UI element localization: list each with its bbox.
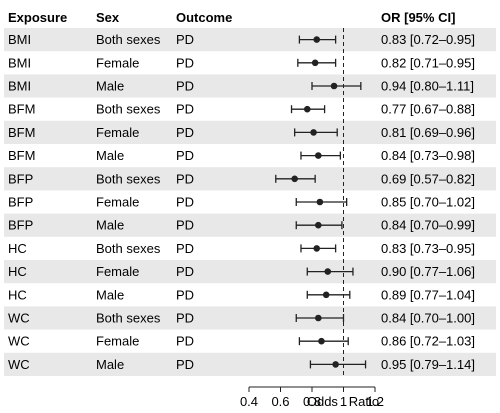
cell-or-ci: 0.83 [0.72–0.95] xyxy=(381,32,475,47)
point-estimate xyxy=(310,129,317,136)
cell-sex: Both sexes xyxy=(96,32,161,47)
cell-outcome: PD xyxy=(176,311,194,326)
cell-outcome: PD xyxy=(176,55,194,70)
header-or-ci: OR [95% CI] xyxy=(381,10,455,25)
cell-outcome: PD xyxy=(176,79,194,94)
point-estimate xyxy=(315,221,322,229)
header-exposure: Exposure xyxy=(8,10,67,25)
cell-exposure: WC xyxy=(8,311,30,326)
cell-outcome: PD xyxy=(176,195,194,210)
cell-sex: Male xyxy=(96,287,124,302)
cell-exposure: BFM xyxy=(8,148,35,163)
point-estimate xyxy=(330,82,338,90)
cell-outcome: PD xyxy=(176,102,194,117)
column-headers: Exposure Sex Outcome OR [95% CI] xyxy=(8,10,455,25)
cell-sex: Both sexes xyxy=(96,102,161,117)
cell-outcome: PD xyxy=(176,171,194,186)
cell-or-ci: 0.84 [0.70–1.00] xyxy=(381,311,475,326)
row-shading xyxy=(4,28,496,376)
cell-exposure: HC xyxy=(8,287,27,302)
row-shade xyxy=(4,213,496,237)
row-shade xyxy=(4,260,496,284)
cell-sex: Both sexes xyxy=(96,171,161,186)
cell-sex: Male xyxy=(96,218,124,233)
table-rows: BMI Both sexes PD 0.83 [0.72–0.95] BMI Female… xyxy=(8,32,475,372)
point-estimate xyxy=(315,152,322,159)
cell-exposure: WC xyxy=(8,334,30,349)
header-sex: Sex xyxy=(96,10,120,25)
cell-or-ci: 0.83 [0.73–0.95] xyxy=(381,241,475,256)
point-estimate xyxy=(313,36,321,43)
cell-sex: Both sexes xyxy=(96,311,161,326)
cell-outcome: PD xyxy=(176,357,194,372)
cell-outcome: PD xyxy=(176,287,194,302)
x-axis: 0.4 0.6 0.8 1 1.2 xyxy=(240,386,384,409)
cell-outcome: PD xyxy=(176,264,194,279)
point-estimate xyxy=(315,314,322,322)
cell-outcome: PD xyxy=(176,334,194,349)
cell-exposure: BFP xyxy=(8,171,33,186)
point-estimate xyxy=(318,337,325,345)
point-estimate xyxy=(332,361,339,368)
cell-sex: Female xyxy=(96,55,139,70)
cell-or-ci: 0.85 [0.70–1.02] xyxy=(381,195,475,210)
cell-sex: Male xyxy=(96,79,124,94)
row-shade xyxy=(4,167,496,191)
x-tick-label: 0.6 xyxy=(271,394,289,409)
point-estimate xyxy=(291,175,298,183)
cell-or-ci: 0.84 [0.70–0.99] xyxy=(381,218,475,233)
point-estimate xyxy=(316,198,324,206)
point-estimate xyxy=(311,59,319,67)
cell-sex: Both sexes xyxy=(96,241,161,256)
row-shade xyxy=(4,74,496,98)
cell-outcome: PD xyxy=(176,32,194,47)
row-shade xyxy=(4,306,496,330)
cell-exposure: HC xyxy=(8,264,27,279)
cell-exposure: BFM xyxy=(8,102,35,117)
header-outcome: Outcome xyxy=(176,10,232,25)
cell-sex: Female xyxy=(96,195,139,210)
cell-exposure: BFM xyxy=(8,125,35,140)
point-estimate xyxy=(303,105,311,113)
cell-outcome: PD xyxy=(176,125,194,140)
cell-sex: Male xyxy=(96,148,124,163)
cell-exposure: BFP xyxy=(8,218,33,233)
cell-sex: Female xyxy=(96,334,139,349)
cell-sex: Male xyxy=(96,357,124,372)
cell-or-ci: 0.90 [0.77–1.06] xyxy=(381,264,475,279)
cell-exposure: BMI xyxy=(8,79,31,94)
cell-outcome: PD xyxy=(176,241,194,256)
cell-exposure: BMI xyxy=(8,55,31,70)
cell-or-ci: 0.69 [0.57–0.82] xyxy=(381,171,475,186)
cell-exposure: HC xyxy=(8,241,27,256)
cell-exposure: BFP xyxy=(8,195,33,210)
estimate-marks xyxy=(275,35,367,369)
cell-or-ci: 0.86 [0.72–1.03] xyxy=(381,334,475,349)
x-tick-label: 0.4 xyxy=(240,394,258,409)
cell-sex: Female xyxy=(96,125,139,140)
row-shade xyxy=(4,120,496,144)
cell-or-ci: 0.89 [0.77–1.04] xyxy=(381,287,475,302)
cell-outcome: PD xyxy=(176,148,194,163)
cell-or-ci: 0.82 [0.71–0.95] xyxy=(381,55,475,70)
cell-or-ci: 0.84 [0.73–0.98] xyxy=(381,148,475,163)
point-estimate xyxy=(313,245,321,252)
cell-or-ci: 0.94 [0.80–1.11] xyxy=(381,79,474,94)
cell-sex: Female xyxy=(96,264,139,279)
cell-exposure: WC xyxy=(8,357,30,372)
cell-or-ci: 0.81 [0.69–0.96] xyxy=(381,125,475,140)
x-tick-label: 0.8 xyxy=(303,394,321,409)
point-estimate xyxy=(324,268,332,275)
x-tick-label: 1.2 xyxy=(366,394,384,409)
point-estimate xyxy=(322,291,330,299)
row-shade xyxy=(4,28,496,52)
row-shade xyxy=(4,352,496,376)
cell-or-ci: 0.95 [0.79–1.14] xyxy=(381,357,475,372)
cell-exposure: BMI xyxy=(8,32,31,47)
cell-or-ci: 0.77 [0.67–0.88] xyxy=(381,102,475,117)
x-axis-label: Odds Ratio xyxy=(307,394,379,409)
cell-outcome: PD xyxy=(176,218,194,233)
x-tick-label: 1 xyxy=(340,394,347,409)
